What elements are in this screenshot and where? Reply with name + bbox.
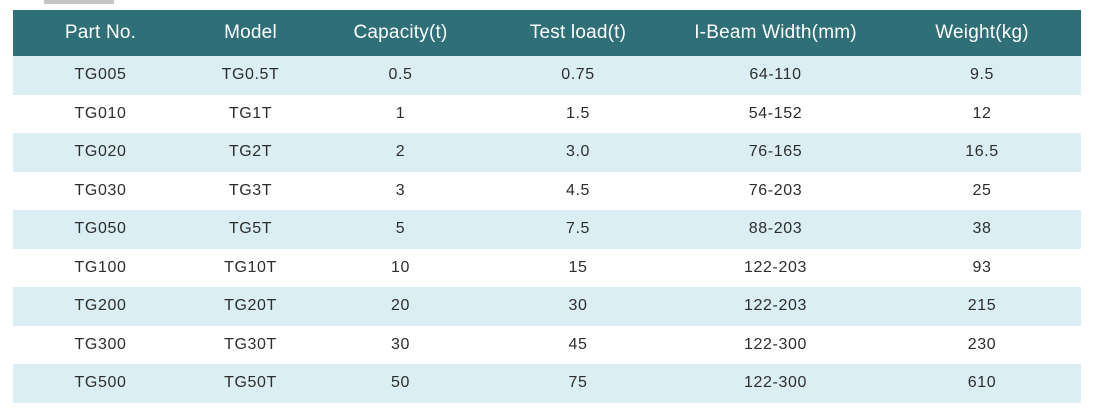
cell-i-beam-width: 122-203 xyxy=(668,287,883,326)
cell-capacity: 5 xyxy=(313,210,488,249)
cell-model: TG20T xyxy=(188,287,313,326)
cell-test-load: 7.5 xyxy=(488,210,668,249)
header-capacity: Capacity(t) xyxy=(313,10,488,56)
cell-part-no: TG050 xyxy=(13,210,188,249)
cell-part-no: TG030 xyxy=(13,171,188,210)
table-body: TG005 TG0.5T 0.5 0.75 64-110 9.5 TG010 T… xyxy=(13,56,1081,403)
cell-weight: 12 xyxy=(883,94,1081,133)
cell-part-no: TG020 xyxy=(13,133,188,172)
header-i-beam-width: I-Beam Width(mm) xyxy=(668,10,883,56)
specification-table: Part No. Model Capacity(t) Test load(t) … xyxy=(13,10,1081,403)
cell-model: TG5T xyxy=(188,210,313,249)
cell-weight: 93 xyxy=(883,248,1081,287)
cell-model: TG0.5T xyxy=(188,56,313,95)
heading-fragment-mark xyxy=(44,0,114,4)
table-row: TG300 TG30T 30 45 122-300 230 xyxy=(13,325,1081,364)
cell-model: TG1T xyxy=(188,94,313,133)
header-model: Model xyxy=(188,10,313,56)
table-row: TG010 TG1T 1 1.5 54-152 12 xyxy=(13,94,1081,133)
cell-test-load: 4.5 xyxy=(488,171,668,210)
cell-test-load: 45 xyxy=(488,325,668,364)
cell-weight: 38 xyxy=(883,210,1081,249)
cell-capacity: 50 xyxy=(313,364,488,403)
cell-i-beam-width: 88-203 xyxy=(668,210,883,249)
cell-model: TG30T xyxy=(188,325,313,364)
cell-capacity: 2 xyxy=(313,133,488,172)
cell-capacity: 30 xyxy=(313,325,488,364)
table-row: TG200 TG20T 20 30 122-203 215 xyxy=(13,287,1081,326)
cell-i-beam-width: 122-300 xyxy=(668,325,883,364)
cell-i-beam-width: 54-152 xyxy=(668,94,883,133)
cell-capacity: 20 xyxy=(313,287,488,326)
table-row: TG100 TG10T 10 15 122-203 93 xyxy=(13,248,1081,287)
cell-test-load: 30 xyxy=(488,287,668,326)
cell-capacity: 3 xyxy=(313,171,488,210)
cell-model: TG10T xyxy=(188,248,313,287)
cell-part-no: TG200 xyxy=(13,287,188,326)
cell-test-load: 15 xyxy=(488,248,668,287)
cell-test-load: 3.0 xyxy=(488,133,668,172)
cropped-heading-fragment xyxy=(0,0,1093,10)
cell-part-no: TG005 xyxy=(13,56,188,95)
cell-part-no: TG100 xyxy=(13,248,188,287)
cell-weight: 25 xyxy=(883,171,1081,210)
cell-capacity: 0.5 xyxy=(313,56,488,95)
cell-capacity: 10 xyxy=(313,248,488,287)
cell-part-no: TG300 xyxy=(13,325,188,364)
table-row: TG005 TG0.5T 0.5 0.75 64-110 9.5 xyxy=(13,56,1081,95)
table-row: TG050 TG5T 5 7.5 88-203 38 xyxy=(13,210,1081,249)
cell-model: TG2T xyxy=(188,133,313,172)
table-row: TG020 TG2T 2 3.0 76-165 16.5 xyxy=(13,133,1081,172)
cell-part-no: TG010 xyxy=(13,94,188,133)
cell-test-load: 75 xyxy=(488,364,668,403)
cell-weight: 230 xyxy=(883,325,1081,364)
table-row: TG030 TG3T 3 4.5 76-203 25 xyxy=(13,171,1081,210)
header-test-load: Test load(t) xyxy=(488,10,668,56)
cell-weight: 16.5 xyxy=(883,133,1081,172)
cell-i-beam-width: 122-300 xyxy=(668,364,883,403)
cell-test-load: 0.75 xyxy=(488,56,668,95)
table-header: Part No. Model Capacity(t) Test load(t) … xyxy=(13,10,1081,56)
cell-weight: 610 xyxy=(883,364,1081,403)
header-row: Part No. Model Capacity(t) Test load(t) … xyxy=(13,10,1081,56)
cell-weight: 9.5 xyxy=(883,56,1081,95)
cell-i-beam-width: 76-203 xyxy=(668,171,883,210)
header-weight: Weight(kg) xyxy=(883,10,1081,56)
cell-model: TG3T xyxy=(188,171,313,210)
cell-weight: 215 xyxy=(883,287,1081,326)
table-row: TG500 TG50T 50 75 122-300 610 xyxy=(13,364,1081,403)
header-part-no: Part No. xyxy=(13,10,188,56)
cell-i-beam-width: 64-110 xyxy=(668,56,883,95)
cell-part-no: TG500 xyxy=(13,364,188,403)
cell-capacity: 1 xyxy=(313,94,488,133)
cell-model: TG50T xyxy=(188,364,313,403)
cell-i-beam-width: 76-165 xyxy=(668,133,883,172)
cell-test-load: 1.5 xyxy=(488,94,668,133)
cell-i-beam-width: 122-203 xyxy=(668,248,883,287)
